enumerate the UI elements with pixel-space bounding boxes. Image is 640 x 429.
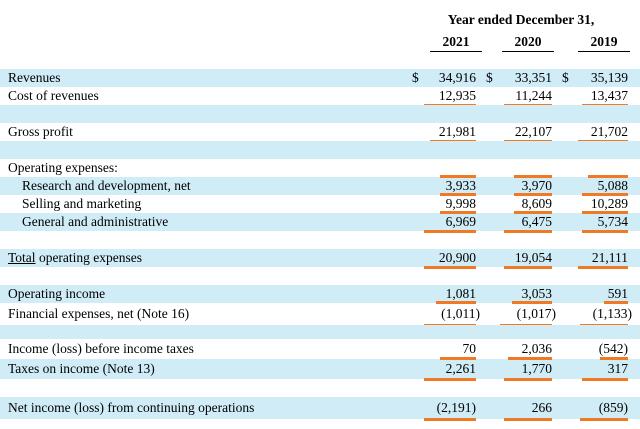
row-income-before-taxes: Income (loss) before income taxes 70 2,0… — [0, 339, 640, 359]
row-selling-and-marketing: Selling and marketing 9,998 8,609 10,289 — [0, 193, 640, 213]
value-2020: 3,053 — [521, 286, 552, 301]
value-2021: 20,900 — [424, 249, 476, 269]
row-label: Taxes on income (Note 13) — [8, 361, 155, 376]
value-2019: 591 — [607, 286, 628, 301]
value-2020: 266 — [504, 397, 552, 421]
value-2021: 6,969 — [424, 211, 476, 233]
row-financial-expenses: Financial expenses, net (Note 16) (1,011… — [0, 301, 640, 327]
period-title: Year ended December 31, — [447, 12, 595, 27]
row-net-income-continuing-operations: Net income (loss) from continuing operat… — [0, 397, 640, 421]
section-heading: Operating expenses: — [8, 160, 118, 175]
row-research-and-development: Research and development, net 3,933 3,97… — [0, 175, 640, 195]
value-2020: 22,107 — [504, 123, 552, 143]
row-spacer — [0, 231, 640, 249]
value-2019: 5,734 — [578, 211, 628, 233]
row-gross-profit: Gross profit 21,981 22,107 21,702 — [0, 123, 640, 143]
row-spacer — [0, 141, 640, 159]
value-2020: 11,244 — [504, 87, 552, 107]
value-2019: (1,133) — [576, 301, 632, 327]
value-2019: 10,289 — [578, 193, 628, 213]
row-spacer — [0, 379, 640, 397]
value-2021: 9,998 — [430, 193, 476, 213]
row-spacer — [0, 325, 640, 339]
value-2019: 21,702 — [578, 123, 628, 143]
row-label: Revenues — [8, 70, 61, 85]
value-2021: 21,981 — [430, 123, 476, 143]
value-2020: 1,770 — [504, 357, 552, 381]
value-2021: 70 — [462, 341, 477, 356]
value-2019: (859) — [576, 397, 632, 421]
value-2019: 5,088 — [578, 175, 628, 195]
row-label: Net income (loss) from continuing operat… — [8, 400, 255, 415]
year-header-2021: 2021 — [430, 34, 482, 52]
row-label: Cost of revenues — [8, 88, 99, 103]
year-header-2019: 2019 — [578, 34, 630, 52]
value-2020: (1,017) — [500, 301, 556, 327]
row-spacer — [0, 105, 640, 123]
currency-symbol: $ — [562, 70, 569, 85]
value-2020: 3,970 — [504, 175, 552, 195]
value-2019: (542) — [598, 341, 628, 356]
statement-rows: Revenues $ $ $ 34,916 33,351 35,139 Cost… — [0, 69, 640, 421]
value-2021: 3,933 — [430, 175, 476, 195]
row-general-and-administrative: General and administrative 6,969 6,475 5… — [0, 211, 640, 233]
value-2020: 6,475 — [504, 211, 552, 233]
value-2021: (1,011) — [424, 301, 480, 327]
value-2021: 12,935 — [424, 87, 476, 107]
row-label: General and administrative — [22, 214, 169, 229]
value-2020: 2,036 — [521, 341, 552, 356]
row-label: Operating income — [8, 286, 106, 301]
value-2021: (2,191) — [424, 397, 480, 421]
value-2019: 35,139 — [590, 70, 628, 85]
row-label: Total operating expenses — [8, 250, 143, 265]
currency-symbol: $ — [412, 70, 419, 85]
value-2019: 13,437 — [578, 87, 628, 107]
value-2019: 21,111 — [578, 249, 628, 269]
row-label: Financial expenses, net (Note 16) — [8, 306, 190, 321]
currency-symbol: $ — [486, 70, 493, 85]
row-label: Selling and marketing — [22, 196, 142, 211]
row-label: Research and development, net — [22, 178, 191, 193]
value-2019: 317 — [578, 357, 628, 381]
row-operating-expenses-header: Operating expenses: — [0, 159, 640, 177]
row-revenues: Revenues $ $ $ 34,916 33,351 35,139 — [0, 69, 640, 87]
row-spacer — [0, 267, 640, 285]
value-2020: 8,609 — [504, 193, 552, 213]
year-header-2020: 2020 — [502, 34, 554, 52]
value-2021: 2,261 — [424, 357, 476, 381]
value-2021: 1,081 — [445, 286, 476, 301]
row-label: Gross profit — [8, 124, 73, 139]
value-2020: 33,351 — [514, 70, 552, 85]
row-operating-income: Operating income 1,081 3,053 591 — [0, 285, 640, 303]
year-headers: 2021 2020 2019 — [410, 34, 632, 52]
row-label: Income (loss) before income taxes — [8, 341, 194, 356]
row-total-operating-expenses: Total operating expenses 20,900 19,054 2… — [0, 249, 640, 269]
value-2020: 19,054 — [504, 249, 552, 269]
row-taxes-on-income: Taxes on income (Note 13) 2,261 1,770 31… — [0, 357, 640, 381]
value-2021: 34,916 — [438, 70, 476, 85]
row-cost-of-revenues: Cost of revenues 12,935 11,244 13,437 — [0, 87, 640, 107]
